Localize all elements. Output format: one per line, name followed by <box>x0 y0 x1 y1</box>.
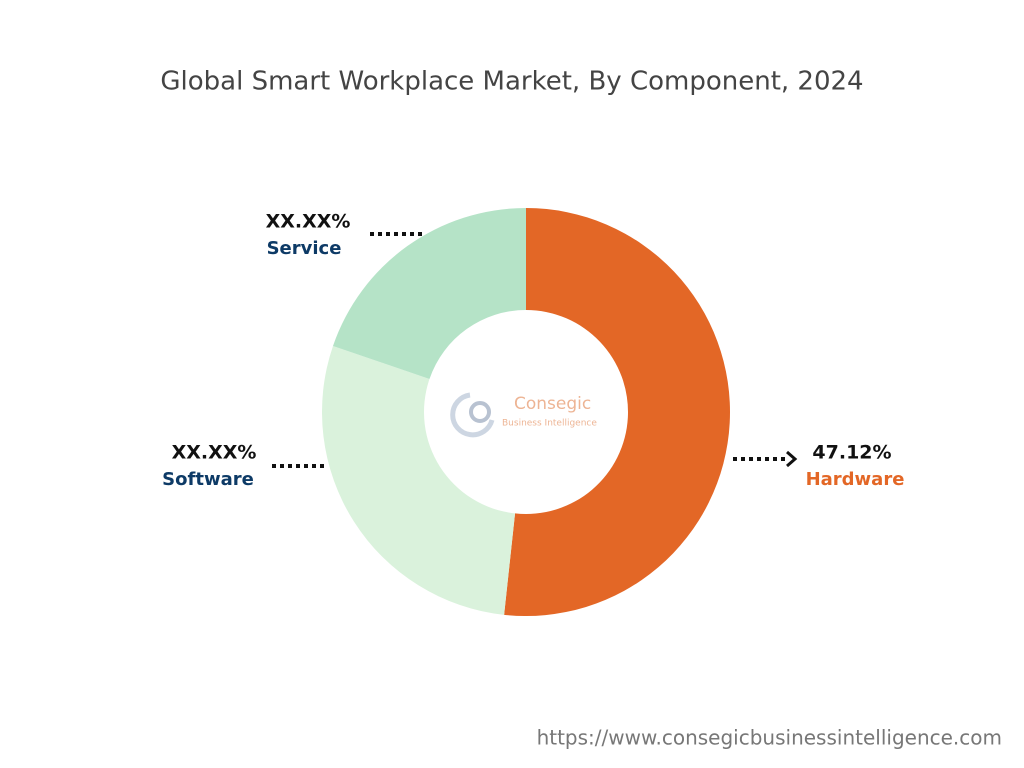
category-label: Software <box>162 469 254 490</box>
watermark-tagline: Business Intelligence <box>502 419 597 429</box>
donut-slice <box>332 207 526 379</box>
value-label: XX.XX% <box>172 442 257 464</box>
donut-slice <box>504 208 731 616</box>
donut-slice <box>322 345 516 615</box>
value-label: 47.12% <box>812 442 891 464</box>
category-label: Hardware <box>806 469 905 490</box>
category-label: Service <box>267 238 342 259</box>
watermark-name: Consegic <box>514 394 591 414</box>
chart-title: Global Smart Workplace Market, By Compon… <box>160 67 863 97</box>
watermark-logo-dot <box>469 401 491 423</box>
value-label: XX.XX% <box>266 211 351 233</box>
footer-url: https://www.consegicbusinessintelligence… <box>537 726 1002 750</box>
leader-arrow <box>786 450 798 468</box>
watermark-logo <box>450 392 495 438</box>
